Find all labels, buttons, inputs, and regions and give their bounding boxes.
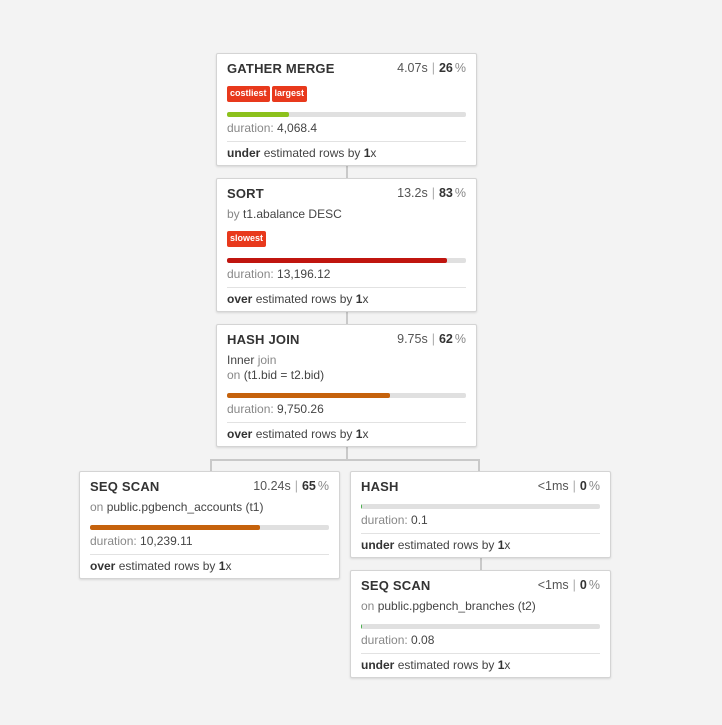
divider (227, 287, 466, 288)
node-percent: 62 (438, 332, 453, 346)
connector (210, 459, 212, 472)
duration-bar (90, 525, 329, 530)
duration-bar-fill (361, 504, 363, 509)
duration-bar (227, 393, 466, 398)
duration-line: duration: 9,750.26 (227, 402, 324, 416)
node-title: HASH JOIN (227, 332, 300, 347)
duration-bar-fill (361, 624, 363, 629)
plan-node-seq-scan-branches[interactable]: SEQ SCAN <1ms | 0% on public.pgbench_branc… (350, 570, 611, 678)
connector (346, 446, 348, 460)
duration-line: duration: 13,196.12 (227, 267, 331, 281)
badge-group: costliest largest (227, 83, 466, 102)
duration-value: 0.1 (411, 513, 428, 527)
badge-largest: largest (271, 86, 308, 102)
node-stats: 9.75s | 62% (397, 332, 466, 346)
connector (346, 165, 348, 179)
duration-value: 0.08 (411, 633, 435, 647)
node-detail: on public.pgbench_branches (t2) (361, 599, 536, 613)
divider (361, 533, 600, 534)
divider (227, 141, 466, 142)
node-time: 4.07s (397, 61, 428, 75)
duration-bar (361, 504, 600, 509)
node-time: <1ms (537, 578, 569, 592)
plan-node-hash[interactable]: HASH <1ms | 0% duration: 0.1 under estimat… (350, 471, 611, 558)
plan-node-hash-join[interactable]: HASH JOIN 9.75s | 62% Inner join on (t1.bi… (216, 324, 477, 447)
node-time: 9.75s (397, 332, 428, 346)
row-estimate: under estimated rows by 1x (361, 658, 511, 672)
node-detail: by t1.abalance DESC (227, 207, 342, 221)
connector (346, 311, 348, 325)
plan-node-sort[interactable]: SORT 13.2s | 83% by t1.abalance DESC slowe… (216, 178, 477, 312)
duration-bar (227, 112, 466, 117)
badge-costliest: costliest (227, 86, 270, 102)
node-percent: 26 (438, 61, 453, 75)
node-stats: 4.07s | 26% (397, 61, 466, 75)
node-time: 13.2s (397, 186, 428, 200)
connector (480, 557, 482, 571)
node-percent: 83 (438, 186, 453, 200)
badge-group: slowest (227, 228, 466, 247)
node-title: HASH (361, 479, 399, 494)
connector (210, 459, 480, 461)
node-detail-join-type: Inner join (227, 353, 277, 367)
node-stats: 10.24s | 65% (253, 479, 329, 493)
node-stats: <1ms | 0% (537, 578, 600, 592)
divider (361, 653, 600, 654)
node-title: SEQ SCAN (361, 578, 431, 593)
duration-value: 9,750.26 (277, 402, 324, 416)
node-title: SEQ SCAN (90, 479, 160, 494)
row-estimate: under estimated rows by 1x (361, 538, 511, 552)
node-stats: <1ms | 0% (537, 479, 600, 493)
divider (90, 554, 329, 555)
divider (227, 422, 466, 423)
row-estimate: under estimated rows by 1x (227, 146, 377, 160)
plan-node-gather-merge[interactable]: GATHER MERGE 4.07s | 26% costliest largest … (216, 53, 477, 166)
duration-bar-fill (90, 525, 260, 530)
node-percent: 0 (579, 479, 587, 493)
duration-value: 10,239.11 (140, 534, 193, 548)
node-stats: 13.2s | 83% (397, 186, 466, 200)
plan-node-seq-scan-accounts[interactable]: SEQ SCAN 10.24s | 65% on public.pgbench_ac… (79, 471, 340, 579)
duration-line: duration: 10,239.11 (90, 534, 193, 548)
duration-line: duration: 4,068.4 (227, 121, 318, 135)
node-title: GATHER MERGE (227, 61, 335, 76)
row-estimate: over estimated rows by 1x (90, 559, 232, 573)
node-title: SORT (227, 186, 264, 201)
row-estimate: over estimated rows by 1x (227, 292, 369, 306)
node-percent: 65 (301, 479, 316, 493)
duration-value: 13,196.12 (277, 267, 331, 281)
duration-bar-fill (227, 393, 390, 398)
node-detail: on public.pgbench_accounts (t1) (90, 500, 264, 514)
row-estimate: over estimated rows by 1x (227, 427, 369, 441)
node-percent: 0 (579, 578, 587, 592)
badge-slowest: slowest (227, 231, 267, 247)
duration-bar-fill (227, 112, 290, 117)
duration-bar (227, 258, 466, 263)
node-detail-join-cond: on (t1.bid = t2.bid) (227, 368, 325, 382)
duration-bar (361, 624, 600, 629)
duration-line: duration: 0.1 (361, 513, 428, 527)
duration-line: duration: 0.08 (361, 633, 435, 647)
node-time: <1ms (537, 479, 569, 493)
node-time: 10.24s (253, 479, 291, 493)
duration-bar-fill (227, 258, 447, 263)
connector (478, 459, 480, 472)
duration-value: 4,068.4 (277, 121, 318, 135)
